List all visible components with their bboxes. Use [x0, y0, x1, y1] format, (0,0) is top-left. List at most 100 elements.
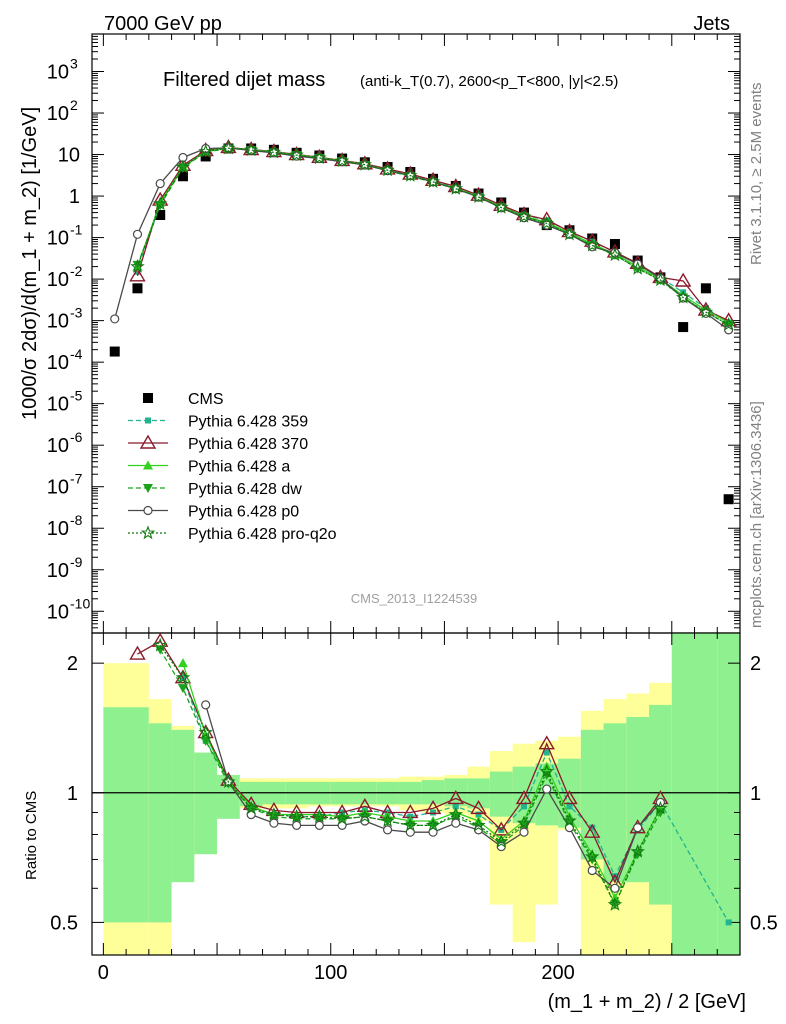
ratio-data: [129, 633, 732, 926]
ratio-point-5: [334, 811, 350, 825]
ratio-y-axis-title: Ratio to CMS: [23, 791, 40, 880]
data-point-6: [425, 174, 441, 188]
x-tick-label: 100: [314, 962, 347, 984]
data-point-0: [109, 346, 120, 357]
ratio-point-5: [380, 813, 395, 828]
ratio-point-4: [314, 820, 324, 830]
ratio-point-2: [177, 658, 188, 668]
series-line-4: [136, 147, 729, 326]
ratio-point-4: [542, 784, 552, 794]
ratio-point-1: [447, 790, 465, 805]
energy-label: 7000 GeV pp: [104, 13, 222, 35]
series-line-5: [114, 147, 730, 331]
inner-band-bin: [171, 729, 195, 883]
ratio-point-5: [357, 809, 372, 823]
ratio-point-5: [516, 815, 532, 830]
data-point-6: [221, 140, 236, 155]
data-point-6: [471, 189, 486, 204]
inner-band-bin: [194, 752, 218, 855]
ratio-point-5: [312, 809, 327, 823]
y-tick-label: 10: [47, 560, 69, 582]
y-tick-label: 10: [47, 435, 69, 457]
y-tick-label: 10: [47, 61, 69, 83]
legend-label: Pythia 6.428 p0: [188, 504, 299, 521]
ratio-point-5: [562, 813, 577, 828]
legend-marker: [143, 505, 153, 516]
y-tick-exponent: -9: [70, 554, 83, 570]
legend-label: Pythia 6.428 359: [188, 414, 308, 431]
ratio-point-5: [403, 817, 418, 832]
data-point-5: [110, 314, 120, 324]
y-tick-exponent: -6: [70, 429, 83, 445]
data-point-6: [153, 196, 168, 210]
ratio-point-4: [269, 818, 279, 828]
data-point-0: [678, 322, 689, 333]
ratio-y-tick-label: 0.5: [50, 912, 78, 934]
legend-marker: [139, 434, 157, 449]
y-tick-exponent: -5: [70, 388, 83, 404]
ratio-point-5: [448, 807, 463, 821]
legend-marker: [143, 484, 153, 493]
ratio-point-1: [129, 645, 146, 660]
ratio-point-4: [587, 865, 597, 876]
inner-band-bin: [148, 723, 172, 923]
data-point-6: [562, 226, 577, 241]
ratio-point-1: [174, 669, 192, 684]
ratio-line-5: [159, 644, 661, 907]
inner-band-bin: [717, 633, 740, 955]
data-point-6: [698, 304, 714, 319]
y-tick-label: 10: [58, 145, 80, 167]
legend-label: Pythia 6.428 370: [188, 436, 308, 453]
data-point-6: [516, 209, 532, 223]
legend-label: Pythia 6.428 pro-q2o: [188, 526, 337, 543]
data-point-6: [585, 237, 600, 252]
data-point-0: [700, 283, 711, 294]
rivet-version-label: Rivet 3.1.10, ≥ 2.5M events: [748, 83, 765, 266]
ratio-point-5: [266, 807, 282, 821]
data-point-6: [539, 215, 554, 230]
ratio-point-1: [538, 735, 555, 750]
data-point-6: [198, 144, 213, 158]
ratio-point-1: [470, 799, 487, 815]
inner-band-bin: [580, 729, 604, 860]
data-point-6: [175, 159, 191, 174]
ratio-point-5: [607, 897, 623, 911]
legend-marker: [143, 460, 153, 470]
ratio-point-4: [292, 820, 302, 830]
ratio-y-tick-label: 1: [67, 783, 78, 805]
ratio-point-5: [244, 800, 259, 815]
y-tick-label: 10: [47, 477, 69, 499]
data-point-6: [448, 181, 463, 195]
ratio-point-0: [725, 919, 732, 926]
ratio-point-5: [175, 670, 191, 684]
data-point-6: [244, 142, 259, 157]
data-point-0: [155, 209, 166, 220]
chart-title: Filtered dijet mass: [163, 69, 325, 91]
ratio-y-tick-label-right: 1: [750, 783, 761, 805]
inner-band-bin: [489, 771, 513, 817]
ratio-point-1: [424, 799, 442, 815]
y-tick-exponent: 2: [70, 97, 78, 113]
ratio-point-0: [430, 809, 437, 816]
ratio-point-5: [539, 764, 554, 778]
ratio-y-tick-label-right: 2: [750, 653, 761, 675]
y-tick-label: 1: [69, 186, 80, 208]
y-tick-label: 10: [47, 518, 69, 540]
data-point-5: [132, 229, 143, 239]
legend-label: Pythia 6.428 dw: [188, 481, 302, 498]
chart-title-cuts: (anti-k_T(0.7), 2600<p_T<800, |y|<2.5): [360, 73, 618, 90]
ratio-point-1: [561, 790, 578, 805]
inner-band-bin: [671, 633, 695, 955]
x-tick-label: 200: [541, 962, 574, 984]
data-point-1: [134, 268, 141, 275]
data-point-0: [177, 171, 188, 182]
ratio-point-4: [201, 700, 211, 710]
ratio-point-5: [221, 774, 236, 788]
legend-marker: [140, 525, 156, 540]
ratio-point-5: [585, 849, 600, 863]
main-frame: [91, 33, 741, 634]
data-point-6: [607, 247, 623, 262]
ratio-point-0: [452, 803, 459, 810]
series-line-6: [136, 147, 729, 326]
ratio-point-1: [583, 823, 601, 838]
